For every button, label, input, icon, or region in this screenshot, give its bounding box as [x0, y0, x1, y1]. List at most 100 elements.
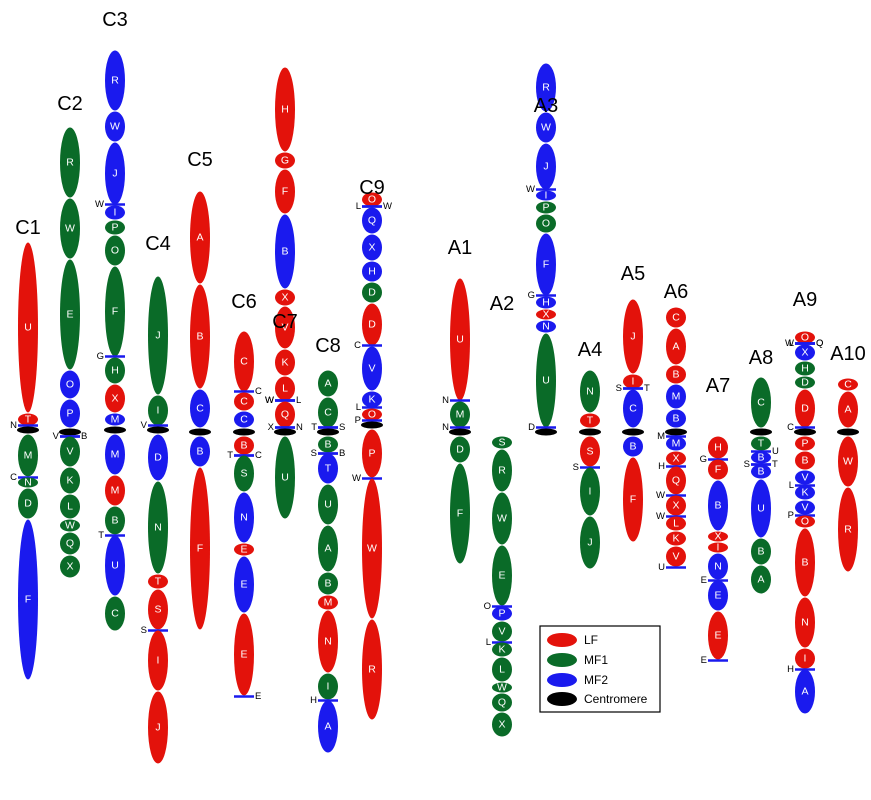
segment-label: E [714, 590, 721, 602]
boundary-label: T [644, 383, 650, 394]
segment-lf [666, 531, 686, 546]
segment-mf1 [450, 401, 470, 428]
segment-mf2 [492, 606, 512, 621]
boundary-label: T [311, 422, 317, 433]
segment-label: B [196, 446, 203, 458]
boundary-label: V [53, 431, 60, 442]
centromere [794, 428, 816, 436]
legend-swatch-mf2 [547, 673, 577, 687]
segment-label: C [196, 403, 204, 415]
legend-label-centromere: Centromere [584, 692, 648, 706]
segment-label: Q [672, 475, 680, 487]
boundary-label: E [255, 691, 261, 702]
centromere [147, 426, 169, 434]
segment-label: H [542, 297, 550, 309]
segment-label: B [111, 515, 118, 527]
chromosome-title: C7 [272, 311, 298, 333]
boundary-label: L [296, 395, 301, 406]
segment-lf [795, 515, 815, 528]
segment-label: V [672, 551, 679, 563]
centromere [449, 428, 471, 436]
segment-lf [234, 392, 254, 411]
segment-label: D [368, 319, 376, 331]
segment-label: V [498, 626, 505, 638]
segment-label: E [66, 309, 73, 321]
segment-lf [362, 192, 382, 207]
centromere [622, 428, 644, 436]
segment-mf1 [60, 519, 80, 532]
segment-label: H [368, 266, 376, 278]
segment-mf1 [105, 220, 125, 235]
segment-lf [795, 648, 815, 669]
segment-mf2 [234, 411, 254, 428]
segment-lf [362, 478, 382, 619]
segment-mf1 [60, 436, 80, 467]
segment-label: R [498, 465, 506, 477]
segment-mf2 [362, 207, 382, 234]
segment-mf1 [536, 333, 556, 428]
legend-item-mf2: MF2 [547, 673, 608, 687]
boundary-label: E [701, 575, 707, 586]
segment-mf2 [708, 580, 728, 611]
chromosome-title: A5 [621, 263, 645, 285]
segment-label: D [801, 377, 809, 389]
segment-label: K [672, 533, 679, 545]
segment-mf1 [580, 370, 600, 413]
segment-label: X [66, 561, 73, 573]
segment-lf [362, 429, 382, 478]
segment-mf1 [105, 266, 125, 357]
segment-mf1 [148, 481, 168, 574]
segment-mf1 [318, 397, 338, 428]
segment-label: Q [498, 697, 506, 709]
boundary-label: L [356, 201, 361, 212]
segment-mf2 [536, 320, 556, 333]
boundary-label: H [310, 695, 317, 706]
segment-lf [362, 619, 382, 720]
boundary-label: W [383, 201, 392, 212]
segment-mf2 [105, 205, 125, 220]
segment-mf2 [795, 344, 815, 361]
segment-mf1 [751, 377, 771, 428]
chromosome-title: C8 [315, 335, 341, 357]
segment-label: C [757, 397, 765, 409]
segment-label: O [111, 245, 119, 257]
segment-label: R [542, 82, 550, 94]
segment-mf2 [795, 669, 815, 714]
centromere [59, 428, 81, 436]
segment-label: F [715, 464, 721, 476]
segment-lf [623, 457, 643, 542]
boundary-label: S [744, 459, 750, 470]
segment-label: T [758, 438, 765, 450]
segment-lf [708, 436, 728, 459]
segment-lf [148, 574, 168, 589]
segment-label: N [24, 477, 32, 489]
segment-label: L [673, 518, 679, 530]
legend-swatch-centromere [547, 692, 577, 706]
segment-mf1 [234, 455, 254, 492]
segment-lf [708, 459, 728, 480]
centromere [837, 428, 859, 436]
segment-label: N [542, 321, 550, 333]
segment-lf [275, 289, 295, 306]
boundary-label: N [10, 420, 17, 431]
boundary-label: N [442, 395, 449, 406]
segment-label: X [498, 719, 505, 731]
segment-mf2 [623, 436, 643, 457]
segment-label: P [111, 222, 118, 234]
segment-label: N [324, 636, 332, 648]
segment-mf1 [450, 436, 470, 463]
segment-label: C [240, 356, 248, 368]
segment-lf [275, 152, 295, 169]
segment-lf [234, 613, 254, 696]
segment-lf [708, 531, 728, 542]
segment-mf2 [105, 434, 125, 475]
segment-mf1 [492, 436, 512, 449]
segment-label: C [240, 396, 248, 408]
boundary-label: W [352, 473, 361, 484]
segment-mf2 [751, 464, 771, 479]
segment-label: X [111, 393, 118, 405]
segment-label: R [111, 75, 119, 87]
segment-lf [795, 389, 815, 428]
